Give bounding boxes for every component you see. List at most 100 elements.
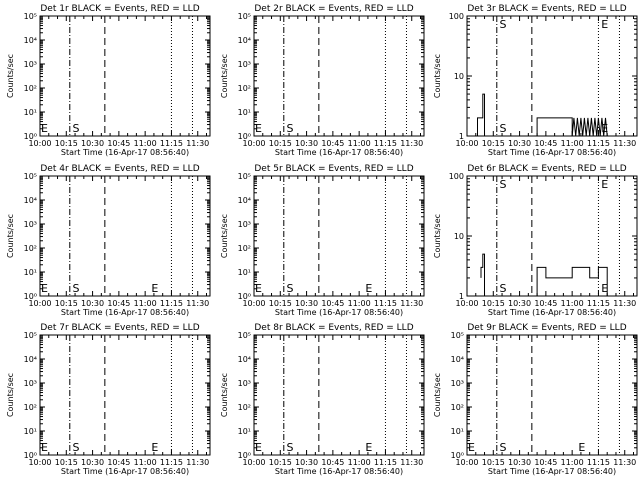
x-tick-label: 11:15	[374, 458, 397, 467]
x-tick-label: 10:15	[269, 299, 292, 308]
marker-E-bottom: E	[578, 441, 585, 454]
marker-S-top: S	[500, 178, 507, 191]
y-axis-label: Counts/sec	[6, 54, 15, 98]
x-axis-label: Start Time (16-Apr-17 08:56:40)	[61, 308, 189, 317]
y-tick-label: 10²	[24, 244, 37, 253]
y-tick-label: 10³	[24, 60, 37, 69]
x-tick-label: 11:15	[374, 139, 397, 148]
x-tick-label: 10:15	[482, 458, 505, 467]
x-tick-label: 10:00	[242, 139, 265, 148]
y-tick-label: 100	[449, 12, 464, 21]
x-tick-label: 10:30	[295, 139, 318, 148]
x-tick-label: 10:45	[534, 458, 557, 467]
marker-S-bottom: S	[287, 441, 294, 454]
y-tick-label: 10⁰	[24, 292, 37, 301]
panel-title: Det 5r BLACK = Events, RED = LLD	[254, 164, 413, 174]
x-tick-label: 11:00	[134, 458, 157, 467]
y-axis-label: Counts/sec	[6, 214, 15, 258]
x-axis-label: Start Time (16-Apr-17 08:56:40)	[275, 467, 403, 476]
panel-det-4: Det 4r BLACK = Events, RED = LLD 10⁰ 10¹ 10…	[6, 164, 211, 317]
y-axis-label: Counts/sec	[433, 373, 442, 417]
marker-E-bottom: E	[255, 122, 262, 135]
x-tick-label: 10:00	[455, 139, 478, 148]
x-tick-label: 10:15	[482, 299, 505, 308]
x-tick-label: 11:30	[613, 299, 636, 308]
y-tick-label: 10⁰	[238, 292, 251, 301]
marker-E-bottom: E	[41, 282, 48, 295]
y-axis-label: Counts/sec	[433, 54, 442, 98]
marker-E-top: E	[601, 178, 608, 191]
x-tick-label: 11:00	[561, 299, 584, 308]
x-tick-label: 11:00	[348, 458, 371, 467]
x-tick-label: 10:15	[269, 458, 292, 467]
x-tick-label: 10:15	[269, 139, 292, 148]
marker-S-bottom: S	[73, 122, 80, 135]
x-tick-label: 10:45	[321, 139, 344, 148]
marker-E-bottom: E	[255, 441, 262, 454]
panel-det-8: Det 8r BLACK = Events, RED = LLD 10⁰ 10¹ 10…	[220, 323, 425, 476]
x-axis-label: Start Time (16-Apr-17 08:56:40)	[275, 308, 403, 317]
y-tick-label: 10¹	[238, 427, 251, 436]
y-axis-label: Counts/sec	[220, 373, 229, 417]
x-tick-label: 11:30	[400, 458, 423, 467]
x-tick-label: 10:45	[107, 458, 130, 467]
panel-det-6: Det 6r BLACK = Events, RED = LLD 1 10 100 Co…	[433, 164, 638, 317]
x-tick-label: 11:30	[613, 139, 636, 148]
y-tick-label: 10²	[238, 84, 251, 93]
x-tick-label: 11:30	[613, 458, 636, 467]
marker-S-bottom: S	[73, 282, 80, 295]
x-tick-label: 10:30	[508, 299, 531, 308]
y-tick-label: 10⁴	[238, 355, 251, 364]
marker-S-bottom: S	[73, 441, 80, 454]
y-tick-label: 10⁵	[238, 331, 251, 340]
y-tick-label: 10²	[451, 403, 464, 412]
x-tick-label: 11:00	[134, 139, 157, 148]
y-tick-label: 10⁵	[238, 172, 251, 181]
marker-E-top: E	[601, 18, 608, 31]
y-tick-label: 10⁴	[451, 355, 464, 364]
series-line	[480, 253, 608, 297]
y-tick-label: 10²	[24, 403, 37, 412]
panel-title: Det 3r BLACK = Events, RED = LLD	[467, 4, 626, 14]
y-tick-label: 10⁴	[238, 196, 251, 205]
x-tick-label: 11:30	[186, 299, 209, 308]
panel-title: Det 1r BLACK = Events, RED = LLD	[40, 4, 199, 14]
y-axis-label: Counts/sec	[6, 373, 15, 417]
y-tick-label: 10¹	[238, 268, 251, 277]
x-tick-label: 11:15	[374, 299, 397, 308]
x-axis-label: Start Time (16-Apr-17 08:56:40)	[61, 148, 189, 157]
marker-S-bottom: S	[287, 282, 294, 295]
x-tick-label: 10:30	[508, 458, 531, 467]
x-tick-label: 10:00	[28, 299, 51, 308]
panel-title: Det 6r BLACK = Events, RED = LLD	[467, 164, 626, 174]
x-tick-label: 10:00	[28, 139, 51, 148]
x-tick-label: 10:15	[55, 458, 78, 467]
y-tick-label: 10²	[238, 403, 251, 412]
y-tick-label: 1	[459, 292, 464, 301]
x-tick-label: 11:30	[400, 139, 423, 148]
x-tick-label: 11:15	[160, 139, 183, 148]
marker-E-bottom: E	[41, 122, 48, 135]
y-tick-label: 10⁴	[24, 196, 37, 205]
x-tick-label: 11:15	[160, 458, 183, 467]
x-tick-label: 10:30	[81, 299, 104, 308]
x-tick-label: 10:30	[81, 458, 104, 467]
x-tick-label: 10:30	[508, 139, 531, 148]
y-tick-label: 10¹	[24, 108, 37, 117]
marker-E-bottom: E	[255, 282, 262, 295]
x-tick-label: 11:30	[400, 299, 423, 308]
marker-E-bottom: E	[601, 282, 608, 295]
plot-frame	[39, 15, 211, 137]
marker-E-bottom: E	[365, 441, 372, 454]
x-tick-label: 10:00	[242, 299, 265, 308]
x-tick-label: 11:00	[561, 458, 584, 467]
marker-S-bottom: S	[500, 122, 507, 135]
x-axis-label: Start Time (16-Apr-17 08:56:40)	[275, 148, 403, 157]
x-tick-label: 10:30	[295, 458, 318, 467]
y-tick-label: 10¹	[24, 268, 37, 277]
y-tick-label: 10⁵	[24, 12, 37, 21]
x-tick-label: 11:00	[348, 139, 371, 148]
y-tick-label: 10⁴	[238, 36, 251, 45]
y-tick-label: 10³	[238, 379, 251, 388]
x-tick-label: 10:30	[295, 299, 318, 308]
